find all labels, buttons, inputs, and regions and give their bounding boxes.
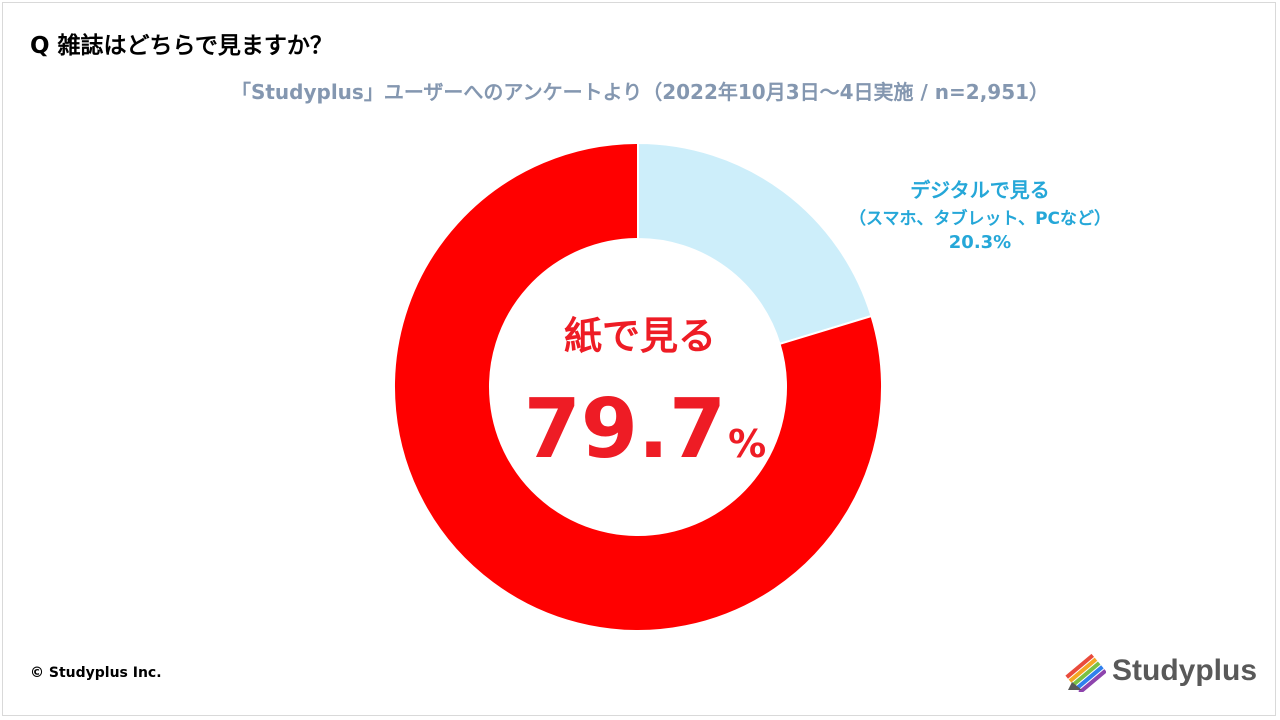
copyright-text: © Studyplus Inc. (30, 665, 162, 681)
paper-label-title: 紙で見る (563, 314, 716, 358)
colored-stripes-pencil-icon (1065, 653, 1106, 692)
digital-label-value: 20.3% (948, 232, 1012, 253)
paper-label-value: 79.7% (515, 382, 775, 477)
digital-label-devices: （スマホ、タブレット、PCなど） (848, 209, 1112, 229)
donut-slice-paper (393, 141, 883, 632)
digital-label-title: デジタルで見る (910, 178, 1050, 202)
logo-text: Studyplus (1112, 654, 1258, 687)
survey-subtitle: 「Studyplus」ユーザーへのアンケートより（2022年10月3日～4日実施… (230, 80, 1050, 104)
donut-slice-digital (637, 141, 873, 346)
paper-value-unit: % (728, 422, 767, 466)
paper-value-number: 79.7 (523, 382, 727, 477)
question-title: Q 雑誌はどちらで見ますか？ (30, 33, 333, 59)
studyplus-logo: Studyplus (1064, 650, 1257, 692)
